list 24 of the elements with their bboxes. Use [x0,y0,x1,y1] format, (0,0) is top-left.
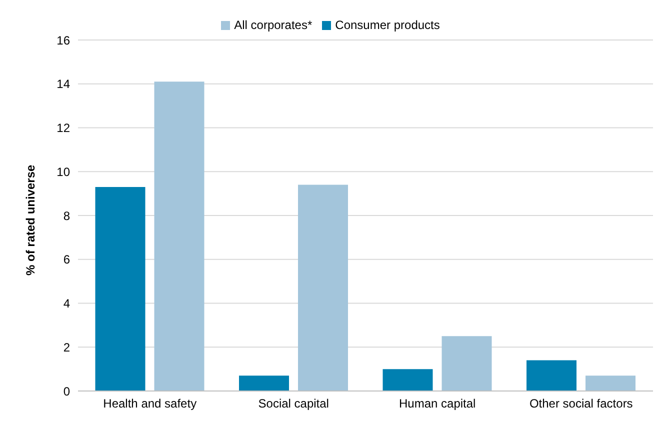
y-tick-label: 6 [63,252,70,267]
bar [95,186,146,391]
bar [298,184,348,391]
y-tick-label: 0 [63,384,70,398]
x-tick-label: Other social factors [529,396,633,411]
y-tick-label: 2 [63,340,70,354]
x-tick-label: Social capital [258,396,329,411]
y-tick-label: 8 [63,208,70,223]
legend-label: All corporates* [234,18,312,32]
y-tick-label: 14 [56,77,70,92]
bar [382,369,433,391]
bar [526,360,576,391]
legend-label: Consumer products [335,18,440,32]
x-tick-label: Health and safety [103,396,197,411]
y-axis-title: % of rated universe [23,164,38,276]
y-tick-label: 10 [56,164,70,179]
y-tick-label: 12 [56,121,70,136]
y-tick-label: 4 [63,296,70,311]
x-tick-label: Human capital [399,396,476,411]
bar [586,376,636,391]
bar [442,336,492,391]
bar [154,82,204,391]
bar [239,376,289,391]
y-tick-label: 16 [56,33,70,48]
